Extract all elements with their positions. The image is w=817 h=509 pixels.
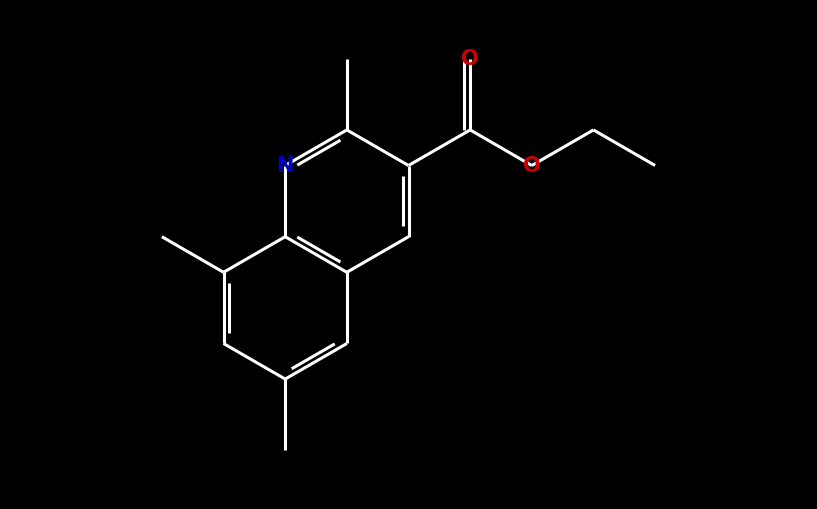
Text: O: O: [523, 156, 541, 176]
Text: N: N: [276, 156, 294, 176]
Text: O: O: [462, 49, 479, 69]
